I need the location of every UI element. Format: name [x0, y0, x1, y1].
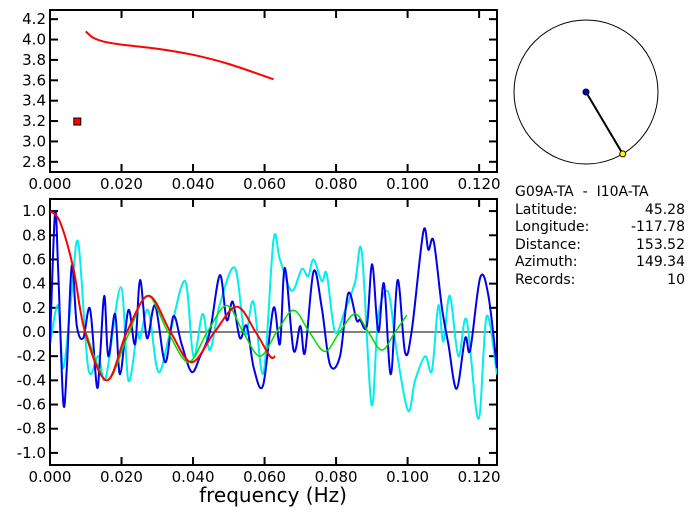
info-value: 10 — [667, 271, 685, 288]
azimuth-diagram — [513, 19, 659, 165]
dispersion-plot: 0.000 0.020 0.040 0.060 0.080 0.100 0.120 2.8 3.… — [22, 9, 501, 193]
x-axis-label: frequency (Hz) — [199, 483, 347, 507]
info-label: Longitude: — [515, 219, 590, 235]
series-line — [50, 210, 276, 382]
y-tick-label: -0.2 — [17, 347, 46, 365]
y-tick-label: 3.2 — [22, 112, 46, 130]
x-tick-label: 0.040 — [172, 468, 215, 486]
x-tick-label: 0.020 — [100, 468, 143, 486]
y-tick-label: -1.0 — [17, 444, 46, 462]
y-tick-label: 0.6 — [22, 250, 46, 268]
y-tick-label: 3.8 — [22, 51, 46, 69]
y-tick-label: 0.0 — [22, 323, 46, 341]
y-tick-label: 0.8 — [22, 226, 46, 244]
info-label: Azimuth: — [515, 254, 578, 270]
x-tick-label: 0.000 — [29, 175, 72, 193]
station-pair-title: G09A-TA - I10A-TA — [515, 184, 649, 200]
info-value: 149.34 — [636, 254, 685, 270]
plot-frame — [49, 9, 498, 173]
series-line — [85, 30, 274, 81]
x-tick-label: 0.060 — [243, 468, 286, 486]
info-value: 153.52 — [636, 236, 685, 253]
y-tick-label: 1.0 — [22, 202, 46, 220]
center-station-marker — [582, 88, 590, 96]
info-row-distance: Distance: 153.52 — [515, 237, 685, 255]
x-tick-label: 0.040 — [172, 175, 215, 193]
y-tick-label: -0.4 — [17, 371, 46, 389]
y-tick-label: 4.2 — [22, 10, 46, 28]
info-row-records: Records: 10 — [515, 272, 685, 290]
x-tick-label: 0.000 — [29, 468, 72, 486]
azimuth-line — [585, 91, 624, 155]
azimuth-circle — [513, 19, 659, 165]
info-value: -117.78 — [630, 219, 685, 235]
y-tick-label: 3.6 — [22, 71, 46, 89]
y-tick-label: -0.6 — [17, 396, 46, 414]
info-label: Latitude: — [515, 201, 578, 218]
info-label: Distance: — [515, 236, 581, 253]
y-tick-label: 0.4 — [22, 275, 46, 293]
marker-square — [73, 117, 82, 126]
y-tick-label: 3.4 — [22, 92, 46, 110]
remote-station-marker — [619, 150, 627, 158]
correlation-plot: 0.000 0.020 0.040 0.060 0.080 0.100 0.120 -1.0 -… — [17, 198, 501, 486]
x-tick-label: 0.020 — [100, 175, 143, 193]
x-tick-label: 0.060 — [243, 175, 286, 193]
x-tick-label: 0.100 — [386, 175, 429, 193]
y-tick-label: 0.2 — [22, 299, 46, 317]
info-label: Records: — [515, 271, 576, 288]
y-tick-label: 3.0 — [22, 132, 46, 150]
y-tick-label: 2.8 — [22, 153, 46, 171]
info-row-longitude: Longitude: -117.78 — [515, 219, 685, 237]
x-tick-label: 0.080 — [315, 175, 358, 193]
y-tick-label: 4.0 — [22, 31, 46, 49]
station-info-panel: G09A-TA - I10A-TA Latitude: 45.28 Longitu… — [515, 184, 685, 289]
info-row-latitude: Latitude: 45.28 — [515, 202, 685, 220]
x-tick-label: 0.120 — [458, 468, 501, 486]
x-tick-label: 0.100 — [386, 468, 429, 486]
info-value: 45.28 — [644, 201, 685, 218]
info-row-azimuth: Azimuth: 149.34 — [515, 254, 685, 272]
x-tick-label: 0.120 — [458, 175, 501, 193]
y-tick-label: -0.8 — [17, 420, 46, 438]
x-tick-label: 0.080 — [315, 468, 358, 486]
